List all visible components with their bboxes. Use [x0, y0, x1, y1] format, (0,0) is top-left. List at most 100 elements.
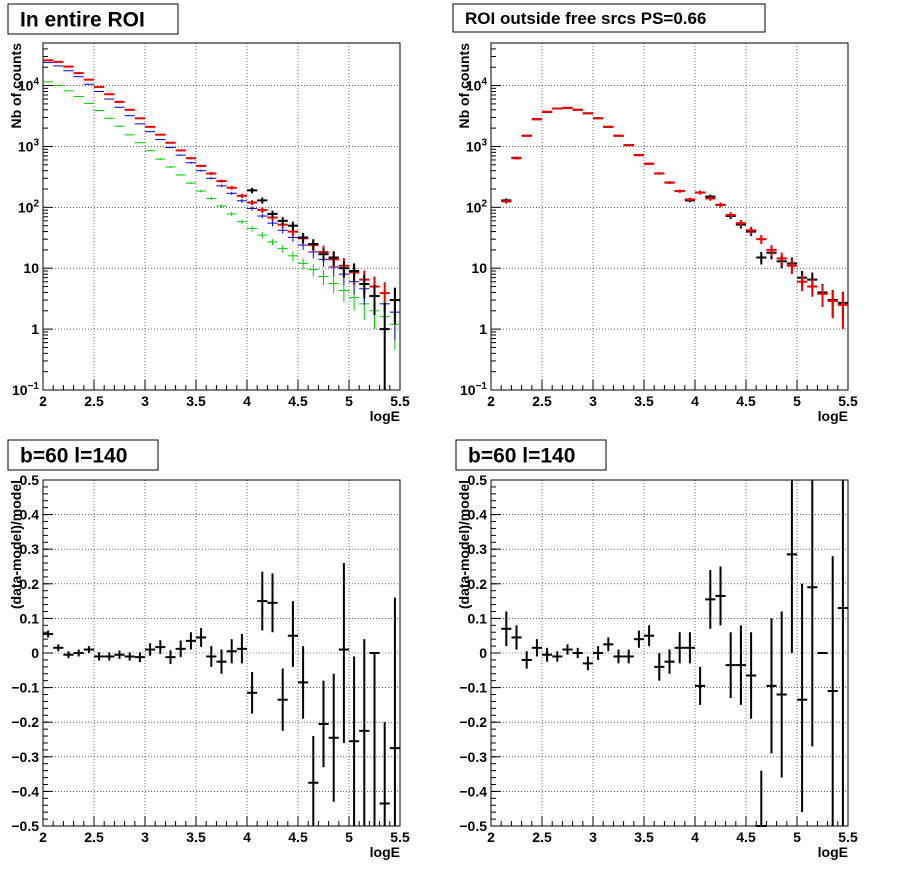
data-point — [837, 292, 848, 330]
data-point — [114, 100, 125, 103]
chart-panel-2: 2 2.5 3 3.5 4 4.5 5 5.5 10−1 1 10 102 103 104 logE Nb o… — [452, 3, 858, 424]
data-point — [827, 556, 838, 826]
data-point — [521, 134, 532, 137]
data-point — [379, 302, 390, 390]
x-tick-label: 3 — [141, 829, 149, 845]
data-point — [206, 172, 217, 175]
data-point — [124, 652, 135, 661]
data-point — [73, 649, 84, 657]
data-point — [247, 187, 258, 194]
data-point — [817, 285, 828, 308]
data-point — [776, 611, 787, 778]
data-point — [124, 134, 135, 136]
data-point — [654, 172, 665, 175]
data-point — [776, 252, 787, 266]
y-tick-label: 103 — [466, 137, 488, 154]
data-point — [623, 649, 634, 664]
y-tick-label: −0.4 — [459, 783, 487, 799]
x-tick-label: 4.5 — [736, 829, 756, 845]
data-point — [267, 220, 278, 227]
x-tick-label: 5 — [345, 829, 353, 845]
data-point — [185, 157, 196, 160]
data-point — [216, 204, 227, 208]
x-tick-label: 3.5 — [186, 829, 206, 845]
data-point — [613, 649, 624, 664]
data-point — [328, 251, 339, 266]
data-point — [298, 646, 309, 719]
x-tick-label: 2 — [39, 829, 47, 845]
series-2 — [501, 106, 848, 330]
y-tick-label: 10−1 — [12, 381, 39, 398]
y-tick-label: 0 — [479, 645, 487, 661]
data-point — [83, 102, 94, 104]
data-point — [175, 640, 186, 658]
data-point — [277, 245, 288, 253]
chart-panel-3: 2 2.5 3 3.5 4 4.5 5 5.5 −0.5 −0.4 −0.3 −0.2 −0.1 0 0.1… — [7, 439, 410, 860]
data-point — [196, 169, 207, 172]
series-4 — [247, 187, 400, 390]
data-point — [603, 637, 614, 652]
data-point — [552, 651, 563, 662]
x-tick-label: 2 — [487, 393, 495, 409]
x-axis-label: logE — [370, 408, 400, 424]
data-point — [582, 656, 593, 671]
data-point — [206, 196, 217, 200]
data-point — [134, 142, 145, 144]
data-point — [542, 110, 553, 113]
data-point — [63, 65, 74, 68]
title-box — [7, 439, 159, 471]
data-point — [155, 158, 166, 160]
data-point — [165, 141, 176, 144]
data-point — [124, 108, 135, 111]
data-point — [267, 210, 278, 218]
data-point — [359, 639, 370, 826]
data-point — [338, 563, 349, 743]
x-tick-label: 2.5 — [532, 393, 552, 409]
x-tick-label: 4.5 — [736, 393, 756, 409]
y-tick-label: −0.5 — [11, 818, 39, 834]
chart-panel-1: 2 2.5 3 3.5 4 4.5 5 5.5 10−1 1 10 102 103 104 logE Nb o… — [7, 3, 410, 424]
data-point — [267, 239, 278, 246]
title-box — [452, 3, 766, 33]
data-point — [287, 601, 298, 667]
data-point — [695, 190, 706, 195]
y-tick-label: 1 — [31, 321, 39, 337]
data-point — [521, 651, 532, 669]
data-point — [206, 646, 217, 667]
data-point — [114, 125, 125, 127]
data-point — [349, 263, 360, 282]
data-point — [185, 161, 196, 164]
data-point — [644, 162, 655, 165]
data-point — [756, 770, 767, 827]
x-tick-label: 3.5 — [634, 829, 654, 845]
series-1 — [43, 563, 400, 826]
data-point — [94, 90, 105, 92]
y-tick-label: 0.5 — [468, 472, 488, 488]
data-point — [664, 181, 675, 184]
x-tick-label: 5.5 — [390, 393, 410, 409]
data-point — [145, 643, 156, 656]
data-point — [786, 259, 797, 275]
x-tick-label: 2 — [487, 829, 495, 845]
data-point — [338, 261, 349, 278]
y-tick-label: −0.3 — [459, 749, 487, 765]
data-point — [705, 569, 716, 629]
x-tick-label: 2.5 — [84, 829, 104, 845]
data-point — [145, 131, 156, 133]
data-point — [247, 200, 258, 206]
data-point — [674, 632, 685, 664]
data-point — [715, 202, 726, 208]
data-point — [593, 646, 604, 660]
y-tick-label: 102 — [18, 198, 40, 215]
data-point — [715, 566, 726, 626]
chart-title: b=60 l=140 — [20, 445, 127, 468]
y-tick-label: −0.5 — [459, 818, 487, 834]
x-tick-label: 3.5 — [186, 393, 206, 409]
y-axis-label: Nb of counts — [456, 43, 472, 129]
data-point — [247, 206, 258, 211]
data-point — [542, 647, 553, 662]
data-point — [73, 96, 84, 98]
data-point — [257, 207, 268, 213]
data-point — [389, 287, 400, 325]
x-tick-label: 2.5 — [84, 393, 104, 409]
